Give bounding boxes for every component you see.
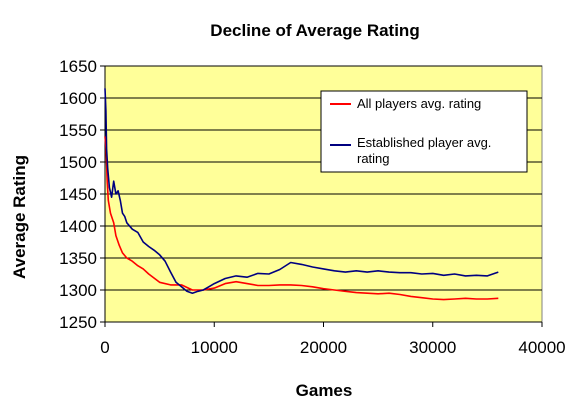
y-tick-label: 1550	[59, 121, 97, 140]
y-tick-label: 1250	[59, 313, 97, 332]
chart-title: Decline of Average Rating	[210, 21, 419, 40]
y-tick-label: 1350	[59, 249, 97, 268]
y-tick-label: 1400	[59, 217, 97, 236]
y-tick-label: 1600	[59, 89, 97, 108]
x-tick-label: 10000	[191, 338, 238, 357]
legend-label-established-line1: Established player avg.	[357, 135, 491, 150]
x-tick-label: 20000	[300, 338, 347, 357]
y-tick-label: 1450	[59, 185, 97, 204]
x-tick-labels: 0 10000 20000 30000 40000	[100, 322, 565, 357]
y-tick-label: 1300	[59, 281, 97, 300]
x-tick-label: 0	[100, 338, 109, 357]
x-axis-label: Games	[296, 381, 353, 400]
x-tick-label: 30000	[409, 338, 456, 357]
legend: All players avg. rating Established play…	[321, 91, 527, 172]
y-tick-labels: 1250 1300 1350 1400 1450 1500 1550 1600 1650	[59, 57, 105, 332]
y-tick-label: 1650	[59, 57, 97, 76]
y-tick-label: 1500	[59, 153, 97, 172]
y-axis-label: Average Rating	[10, 155, 29, 279]
legend-label-established-line2: rating	[357, 151, 390, 166]
x-tick-label: 40000	[518, 338, 565, 357]
legend-label-all-players: All players avg. rating	[357, 96, 481, 111]
